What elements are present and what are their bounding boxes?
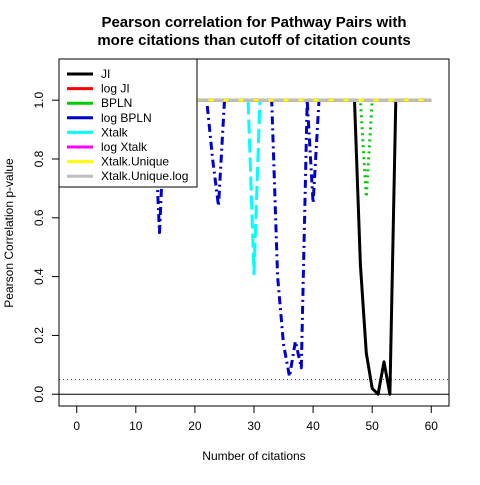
chart-title-line-1: Pearson correlation for Pathway Pairs wi…: [101, 14, 406, 31]
x-axis: 0 10 20 30 40 50 60: [73, 405, 439, 433]
legend-label: Xtalk.Unique.log: [101, 169, 188, 183]
y-tick-label: 0.6: [32, 209, 46, 226]
legend-label: log JI: [101, 82, 130, 96]
legend-label: JI: [101, 67, 110, 81]
y-axis-label: Pearson Correlation p-value: [2, 158, 16, 308]
legend-label: BPLN: [101, 96, 132, 110]
y-tick-label: 0.2: [32, 327, 46, 344]
series-lines: [152, 98, 432, 396]
reference-lines: [59, 379, 449, 395]
legend-label: log Xtalk: [101, 140, 148, 154]
y-tick-label: 0.4: [32, 268, 46, 285]
chart-title-line-2: more citations than cutoff of citation c…: [97, 32, 410, 49]
x-tick-label: 40: [306, 419, 320, 433]
x-tick-label: 50: [366, 419, 380, 433]
y-axis: 0.0 0.2 0.4 0.6 0.8 1.0: [32, 92, 60, 403]
y-tick-label: 0.0: [32, 386, 46, 403]
x-tick-label: 10: [129, 419, 143, 433]
series-line-ji: [153, 98, 432, 396]
legend-label: Xtalk: [101, 125, 129, 139]
legend-label: Xtalk.Unique: [101, 155, 169, 169]
legend-label: log BPLN: [101, 111, 152, 125]
legend-box: [58, 58, 198, 188]
y-tick-label: 0.8: [32, 150, 46, 167]
x-tick-label: 30: [247, 419, 261, 433]
x-tick-label: 60: [425, 419, 439, 433]
x-tick-label: 0: [73, 419, 80, 433]
x-axis-label: Number of citations: [202, 449, 305, 463]
x-tick-label: 20: [188, 419, 202, 433]
y-tick-label: 1.0: [32, 92, 46, 109]
